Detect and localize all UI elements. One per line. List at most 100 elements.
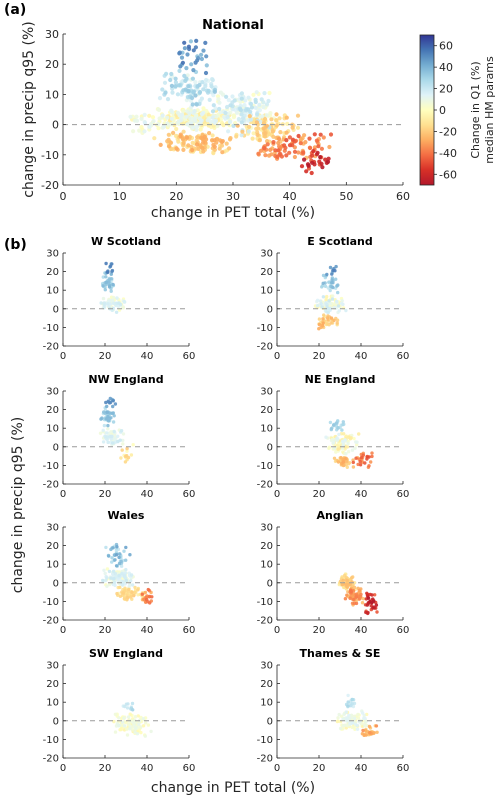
- scatter-point: [350, 725, 354, 730]
- scatter-point: [106, 270, 110, 274]
- scatter-point: [239, 112, 244, 117]
- scatter-point: [307, 136, 312, 141]
- scatter-point: [361, 728, 365, 733]
- scatter-point: [321, 295, 326, 299]
- scatter-point: [182, 73, 187, 78]
- scatter-point: [320, 165, 325, 170]
- y-tick-label: 20: [46, 267, 59, 278]
- scatter-point: [357, 597, 361, 601]
- scatter-point: [110, 411, 115, 415]
- scatter-point: [111, 546, 115, 550]
- x-tick-label: 20: [99, 351, 112, 362]
- scatter-point: [282, 143, 287, 148]
- y-tick-label: 20: [260, 541, 273, 552]
- scatter-point: [179, 112, 185, 117]
- scatter-point: [231, 113, 236, 118]
- scatter-point: [113, 712, 118, 716]
- scatter-point: [356, 462, 360, 467]
- scatter-point: [346, 450, 351, 454]
- scatter-point: [319, 302, 323, 306]
- scatter-point: [111, 399, 115, 403]
- scatter-point: [187, 111, 192, 116]
- scatter-point: [302, 157, 307, 162]
- y-tick-label: 10: [260, 424, 273, 435]
- scatter-point: [335, 436, 339, 440]
- colorbar-label-line2: median HM params: [483, 56, 496, 164]
- scatter-point: [334, 264, 338, 269]
- y-tick-label: 0: [53, 716, 59, 727]
- scatter-point: [351, 704, 356, 709]
- scatter-point: [220, 150, 225, 155]
- scatter-point: [344, 452, 348, 456]
- scatter-point: [355, 440, 359, 444]
- colorbar: 60 40 20 0 -20 -40 -60 Change in Q1 (%) median…: [419, 34, 496, 186]
- scatter-point: [358, 459, 362, 464]
- scatter-point: [316, 144, 321, 149]
- scatter-point: [118, 585, 122, 590]
- scatter-point: [370, 593, 374, 597]
- points: [99, 261, 127, 314]
- scatter-point: [330, 278, 334, 282]
- scatter-point: [351, 465, 356, 469]
- x-tick-label: 0: [274, 489, 280, 500]
- scatter-point: [341, 460, 346, 464]
- scatter-point: [328, 265, 333, 270]
- scatter-point: [179, 55, 185, 60]
- scatter-point: [284, 153, 289, 158]
- scatter-point: [344, 308, 348, 313]
- y-tick-label: 30: [46, 523, 59, 534]
- scatter-point: [186, 143, 191, 148]
- scatter-point: [249, 105, 254, 110]
- scatter-point: [126, 715, 131, 719]
- scatter-point: [114, 553, 119, 557]
- scatter-point: [346, 704, 350, 708]
- scatter-point: [193, 93, 198, 98]
- scatter-point: [232, 98, 237, 103]
- scatter-point: [131, 443, 135, 447]
- scatter-point: [201, 140, 206, 145]
- scatter-point: [125, 727, 129, 731]
- y-tick-label: 10: [46, 424, 59, 435]
- scatter-point: [175, 92, 180, 97]
- scatter-point: [190, 76, 195, 81]
- scatter-point: [328, 420, 333, 425]
- y-tick-label: -20: [257, 480, 273, 491]
- scatter-point: [284, 115, 289, 120]
- scatter-point: [355, 723, 359, 728]
- scatter-point: [124, 545, 128, 550]
- scatter-point: [227, 146, 232, 151]
- scatter-point: [210, 109, 216, 114]
- colorbar-tick-label: -20: [439, 125, 457, 138]
- scatter-point: [306, 163, 311, 168]
- scatter-point: [131, 129, 136, 134]
- scatter-point: [228, 119, 233, 124]
- scatter-point: [268, 147, 273, 152]
- scatter-point: [230, 107, 235, 112]
- scatter-point: [261, 120, 267, 125]
- scatter-point: [359, 592, 363, 597]
- scatter-point: [330, 272, 334, 276]
- scatter-point: [157, 96, 163, 101]
- scatter-point: [334, 299, 339, 303]
- scatter-point: [177, 68, 182, 73]
- scatter-point: [342, 432, 346, 436]
- chart-2: 0 20 40 60 30 20 10 0 -10 -20 E Scotland: [257, 235, 410, 362]
- scatter-point: [122, 299, 126, 304]
- scatter-point: [157, 116, 162, 121]
- scatter-point: [128, 727, 132, 731]
- scatter-point: [269, 152, 274, 157]
- scatter-point: [140, 592, 144, 596]
- y-tick-label: -20: [257, 342, 273, 353]
- scatter-point: [315, 304, 320, 308]
- scatter-point: [263, 131, 268, 136]
- scatter-point: [204, 77, 209, 83]
- scatter-point: [107, 554, 111, 558]
- scatter-point: [123, 454, 128, 459]
- scatter-point: [121, 305, 126, 309]
- x-tick-label: 60: [183, 625, 196, 636]
- scatter-point: [277, 116, 282, 121]
- scatter-point: [365, 455, 369, 459]
- scatter-point: [117, 301, 121, 305]
- scatter-point: [130, 590, 134, 594]
- scatter-point: [270, 129, 275, 134]
